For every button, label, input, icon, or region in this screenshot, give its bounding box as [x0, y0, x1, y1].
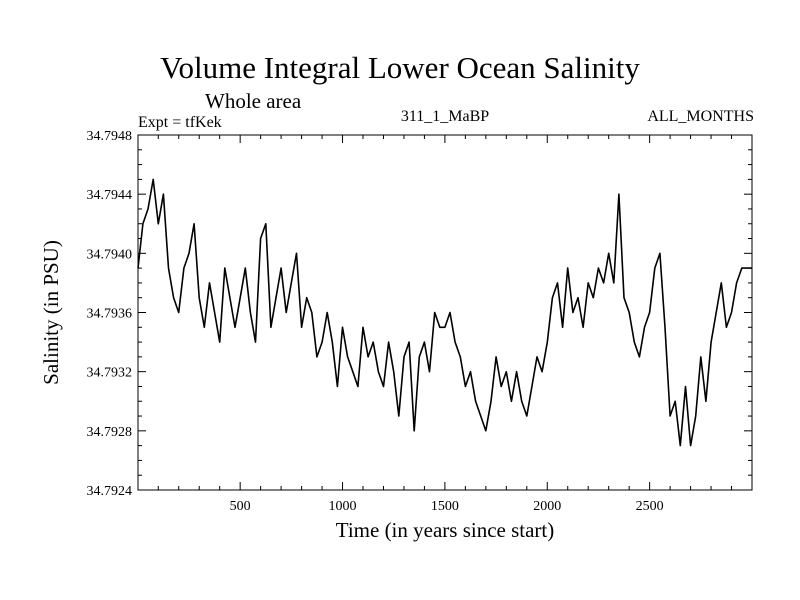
months-label: ALL_MONTHS	[647, 108, 754, 125]
x-tick-label: 500	[230, 499, 251, 514]
tick-layer: 500 1000 1500 2000 2500 34.7924 34.7928 34.7932…	[87, 129, 752, 514]
x-tick-label: 1000	[329, 499, 357, 514]
x-tick-label: 2500	[636, 499, 664, 514]
y-axis-label: Salinity (in PSU)	[39, 240, 63, 385]
y-tick-label: 34.7932	[87, 366, 133, 381]
x-axis-label: Time (in years since start)	[336, 518, 555, 542]
chart-title: Volume Integral Lower Ocean Salinity	[160, 50, 640, 85]
chart-subtitle: Whole area	[205, 89, 302, 113]
y-tick-label: 34.7936	[87, 307, 133, 322]
salinity-series-line	[137, 178, 752, 447]
run-id-label: 311_1_MaBP	[400, 108, 490, 125]
series-layer	[137, 178, 752, 447]
y-tick-label: 34.7940	[87, 247, 133, 262]
plot-frame	[137, 134, 753, 491]
y-tick-label: 34.7928	[87, 425, 133, 440]
x-tick-label: 2000	[533, 499, 561, 514]
experiment-label: Expt = tfKek	[138, 114, 222, 131]
y-tick-label: 34.7944	[87, 188, 133, 203]
y-tick-label: 34.7948	[87, 129, 133, 144]
y-tick-label: 34.7924	[87, 484, 133, 499]
x-tick-label: 1500	[431, 499, 459, 514]
